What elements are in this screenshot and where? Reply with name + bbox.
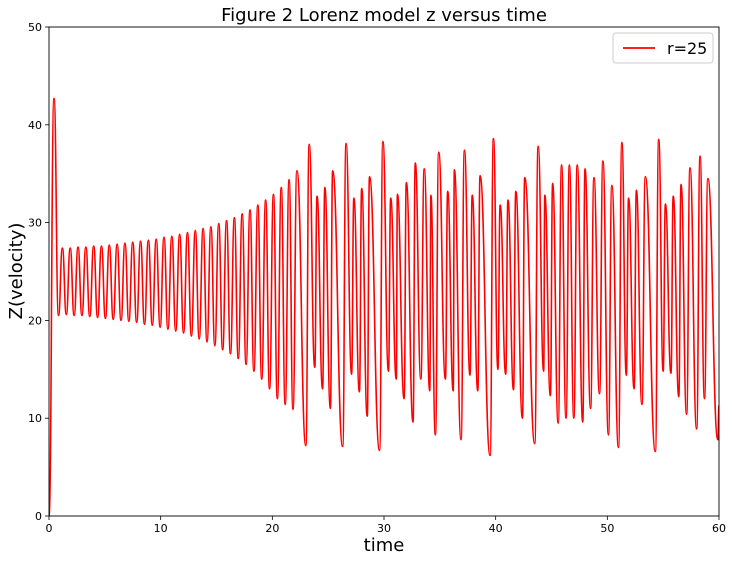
x-tick-label: 40	[489, 522, 503, 535]
legend-label: r=25	[667, 39, 707, 58]
data-line	[49, 97, 719, 516]
legend-box	[612, 32, 714, 64]
x-tick-label: 60	[712, 522, 726, 535]
chart-title: Figure 2 Lorenz model z versus time	[221, 5, 547, 26]
x-tick-label: 20	[265, 522, 279, 535]
y-tick-label: 50	[28, 21, 42, 34]
x-tick-label: 10	[154, 522, 168, 535]
x-axis-label: time	[364, 535, 405, 556]
y-axis-label: Z(velocity)	[6, 223, 27, 320]
y-tick-label: 20	[28, 314, 42, 327]
x-tick-label: 50	[600, 522, 614, 535]
legend: r=25	[612, 32, 714, 64]
y-tick-label: 10	[28, 412, 42, 425]
y-tick-label: 40	[28, 119, 42, 132]
y-tick-label: 30	[28, 217, 42, 230]
y-tick-label: 0	[35, 510, 42, 523]
plot-frame	[48, 26, 720, 517]
x-tick-label: 30	[377, 522, 391, 535]
x-tick-label: 0	[46, 522, 53, 535]
